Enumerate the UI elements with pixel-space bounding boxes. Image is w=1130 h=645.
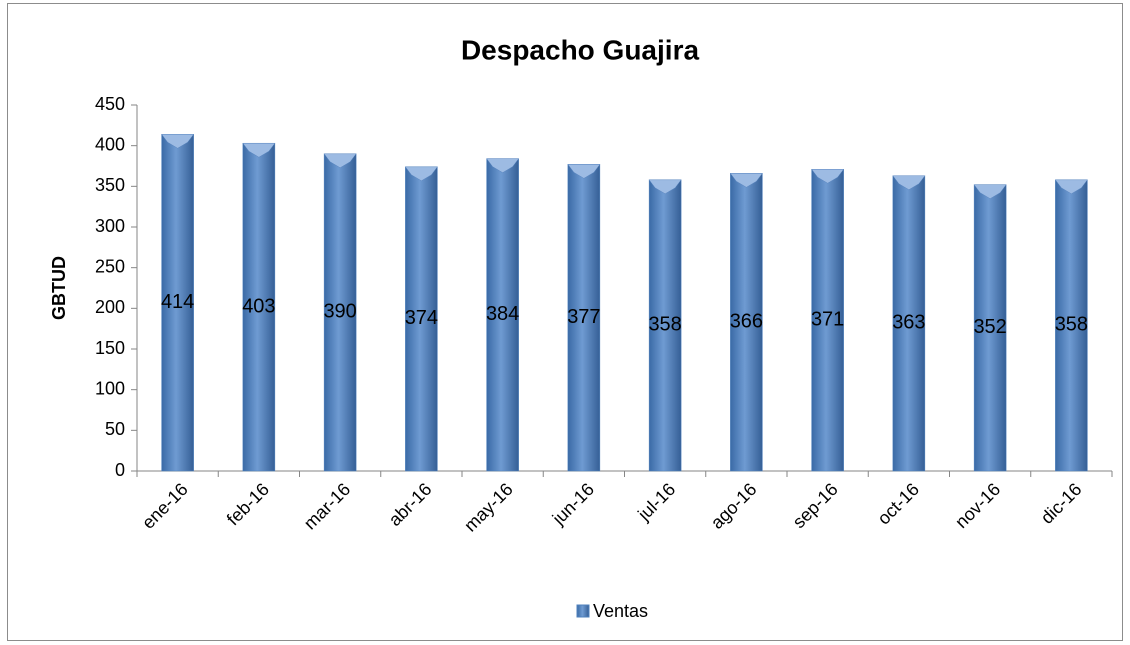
- legend-swatch: [576, 604, 590, 618]
- data-label: 358: [1055, 314, 1088, 336]
- bar: [405, 166, 438, 472]
- bar: [892, 175, 926, 472]
- bar-cap: [973, 184, 1007, 199]
- bar-cap: [404, 166, 438, 182]
- y-tick-label: 400: [95, 134, 125, 154]
- data-label: 374: [405, 307, 438, 329]
- y-tick-label: 100: [95, 378, 125, 398]
- y-tick-label: 0: [115, 460, 125, 480]
- bar: [730, 173, 763, 472]
- bar: [567, 164, 601, 472]
- bar: [242, 142, 276, 472]
- bar: [811, 169, 844, 472]
- y-axis-title: GBTUD: [49, 256, 69, 320]
- bar: [1055, 179, 1088, 472]
- bar: [486, 158, 519, 472]
- data-label: 371: [811, 308, 844, 330]
- y-tick-label: 450: [95, 94, 125, 114]
- data-label: 363: [892, 312, 925, 334]
- bar-cap: [486, 158, 520, 173]
- chart-title: Despacho Guajira: [461, 34, 700, 65]
- data-label: 403: [242, 295, 275, 317]
- legend-label: Ventas: [593, 601, 648, 621]
- bar-cap: [892, 175, 926, 191]
- bar-cap: [323, 153, 357, 169]
- data-label: 358: [648, 314, 681, 336]
- data-label: 366: [730, 310, 763, 332]
- bar-cap: [567, 164, 601, 179]
- bar-cap: [242, 142, 276, 158]
- y-tick-label: 150: [95, 338, 125, 358]
- y-tick-label: 350: [95, 175, 125, 195]
- bar: [161, 134, 194, 472]
- data-label: 414: [161, 291, 194, 313]
- bar: [973, 184, 1007, 472]
- data-label: 352: [973, 316, 1006, 338]
- y-tick-label: 200: [95, 297, 125, 317]
- bar: [323, 153, 357, 472]
- y-tick-label: 50: [105, 419, 125, 439]
- bar-cap: [648, 179, 682, 195]
- bar-cap: [811, 169, 845, 184]
- bar-cap: [161, 134, 195, 149]
- data-label: 390: [323, 301, 356, 323]
- bar-cap: [1054, 179, 1088, 195]
- bar-cap: [729, 173, 763, 188]
- data-label: 377: [567, 306, 600, 328]
- bar: [648, 179, 682, 472]
- data-label: 384: [486, 303, 519, 325]
- y-tick-label: 250: [95, 256, 125, 276]
- y-tick-label: 300: [95, 216, 125, 236]
